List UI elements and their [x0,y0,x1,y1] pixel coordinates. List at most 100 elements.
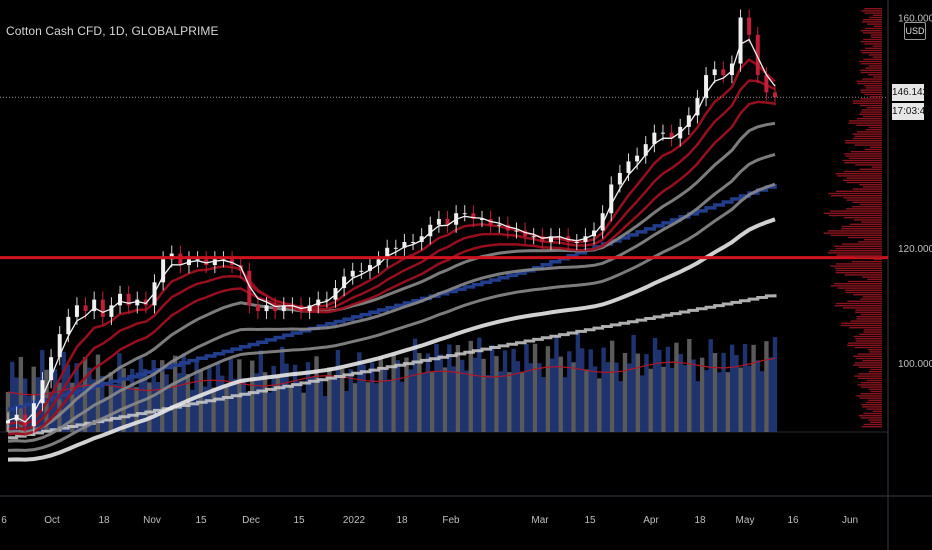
profile-bar [866,379,882,382]
volume-bar [82,356,88,432]
profile-bar [860,41,882,43]
volume-bar [447,344,452,432]
volume-bar [751,344,756,432]
volume-bar [609,340,615,432]
candle-body [643,144,648,156]
red-ribbon-line [7,100,776,436]
fast-average-line [7,38,776,423]
profile-bar [829,250,882,252]
profile-bar [848,236,882,239]
candle-body [74,305,79,317]
candle-body [411,242,416,244]
candle-body [247,270,252,306]
profile-bar [856,124,882,126]
profile-bar [842,159,882,162]
candle-body [721,69,726,76]
candle-body [635,155,640,162]
volume-bar [747,365,752,432]
profile-bar [862,115,882,118]
volume-bar [14,377,19,432]
profile-bar [869,96,882,98]
volume-bar [742,343,748,432]
profile-bar [846,177,882,179]
profile-bar [853,355,882,357]
currency-badge[interactable]: USD [904,22,926,40]
volume-bar [104,397,109,432]
profile-bar [835,247,882,250]
profile-bar [862,109,882,111]
volume-bar [579,348,585,432]
profile-bar [847,280,882,283]
volume-bar [597,378,602,432]
volume-bar [284,363,289,432]
time-tick-label: Oct [44,515,60,526]
candle-body [135,299,140,306]
volume-bar [695,381,701,432]
profile-bar [845,142,882,144]
profile-bar [866,401,882,404]
candle-body [195,259,200,261]
volume-bar [370,362,375,432]
candle-body [393,247,398,249]
profile-bar [857,377,882,379]
volume-bar [412,338,418,432]
candle-body [100,299,105,317]
volume-bar [314,356,319,432]
volume-bar [567,351,572,432]
volume-bar [738,367,743,432]
volume-bar [344,391,349,432]
volume-bar [635,353,641,432]
volume-bar [207,366,212,432]
candle-body [548,236,553,243]
profile-bar [867,74,882,76]
profile-bar [860,393,882,395]
volume-bar [605,362,611,432]
candle-body [523,230,528,237]
candle-body [66,316,71,335]
candle-body [324,299,329,301]
profile-bar [857,384,882,386]
volume-bar [331,377,336,432]
volume-bar [5,392,11,432]
profile-bar [830,210,882,212]
volume-bar [699,357,705,432]
candle-body [436,219,441,225]
profile-bar [863,412,882,415]
volume-bar [674,342,679,432]
candle-body [652,132,657,145]
price-tick-label: 120.000 [898,244,932,255]
time-tick-label: 15 [584,515,596,526]
volume-bar [254,373,259,432]
profile-bar [837,175,882,177]
volume-bar [687,338,692,432]
candle-body [307,305,312,312]
profile-bar [827,230,882,232]
volume-bar [70,382,75,432]
volume-bar [472,357,478,432]
profile-bar [863,331,882,333]
volume-bar [134,387,139,432]
candle-body [281,305,286,312]
volume-bar [164,374,169,432]
candle-body [273,305,278,312]
profile-bar [852,102,882,104]
profile-bar [858,60,882,63]
profile-bar [851,261,882,263]
profile-bar [867,349,882,351]
volume-bar [95,354,101,432]
price-tick-label: 100.000 [898,359,932,370]
volume-bar [717,372,722,432]
volume-bar [734,355,739,432]
profile-bar [861,386,882,388]
profile-bar [855,311,882,313]
volume-bar [417,353,422,432]
candle-body [540,236,545,243]
time-tick-label: Apr [643,515,659,526]
volume-bar [584,369,589,432]
volume-bar [712,353,718,432]
red-ribbon-line [7,79,776,431]
profile-bar [868,399,882,401]
volume-bar [468,340,473,432]
profile-bar [863,38,882,41]
